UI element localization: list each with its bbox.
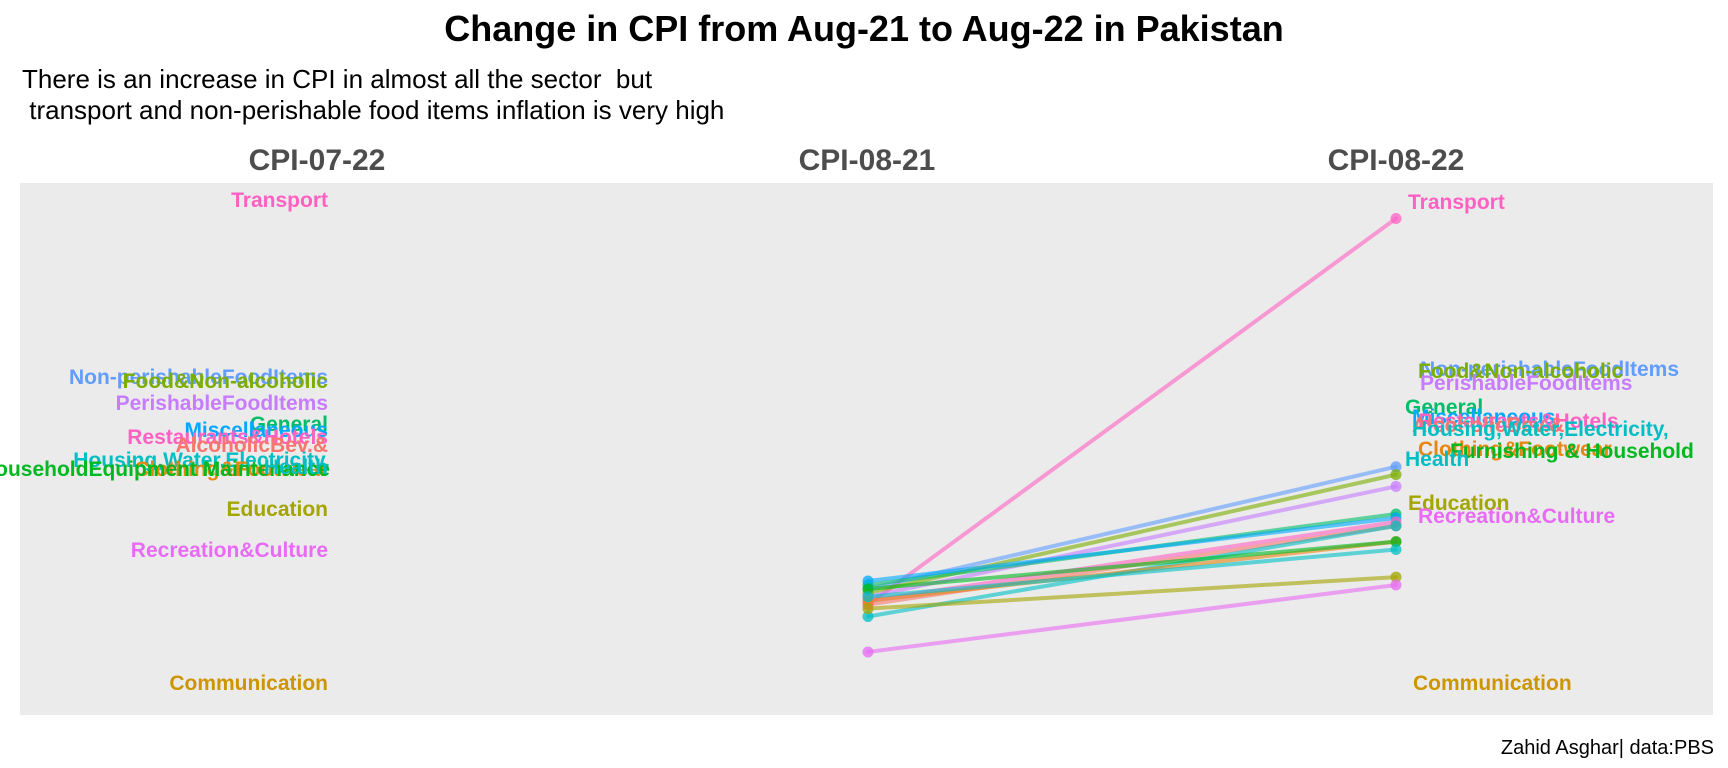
series-line-miscellaneous: [866, 515, 1398, 584]
series-line-education: [866, 575, 1398, 611]
label-left-miscellaneous: Miscellaneous: [184, 419, 328, 442]
point-health-start: [862, 591, 874, 603]
series-line-perishablefooditems: [866, 484, 1398, 599]
label-right-health: Health: [1405, 448, 1469, 471]
point-non-perishablefooditems-end: [1390, 461, 1402, 473]
label-right-furnishing-household: Furnishing & Household: [1450, 440, 1694, 463]
label-right-alcoholicbev: AlcoholicBev.&: [1412, 414, 1564, 437]
label-right-housing-water-electricity: Housing,Water,Electricity,: [1412, 418, 1669, 441]
label-left-transport: Transport: [231, 189, 328, 212]
point-health-end: [1390, 543, 1402, 555]
point-furnishing-household-end: [1390, 536, 1402, 548]
label-right-food-non-alcoholic: Food&Non-alcoholic: [1418, 360, 1624, 383]
chart-caption: Zahid Asghar| data:PBS: [1500, 737, 1714, 759]
label-right-restaurants-hotels: Restaurants&Hotels: [1418, 410, 1619, 433]
label-right-general: General: [1405, 396, 1483, 419]
point-transport-end: [1390, 212, 1402, 224]
label-left-general: General: [250, 413, 328, 436]
label-left-clothing-footwear: Clothing&Footwear: [134, 458, 328, 481]
column-header-cpi-08-22: CPI-08-22: [1327, 144, 1465, 177]
series-line-transport: [866, 216, 1398, 607]
point-education-start: [862, 603, 874, 615]
chart-subtitle-line-2: transport and non-perishable food items …: [22, 95, 725, 125]
label-left-housing-water-electricity: Housing,Water,Electricity,: [73, 449, 330, 472]
label-right-recreation-culture: Recreation&Culture: [1418, 505, 1615, 528]
label-left-food-non-alcoholic: Food&Non-alcoholic: [123, 370, 329, 393]
series-line-health: [866, 547, 1398, 599]
chart-subtitle-line-1: There is an increase in CPI in almost al…: [22, 64, 653, 94]
label-right-communication: Communication: [1413, 672, 1572, 695]
point-housing-water-electricity-start: [862, 610, 874, 622]
label-right-clothing-footwear: Clothing&Footwear: [1418, 438, 1612, 461]
column-header-cpi-08-21: CPI-08-21: [798, 144, 936, 177]
label-right-transport: Transport: [1408, 191, 1505, 214]
series-line-recreation-culture: [866, 582, 1398, 654]
label-left-alcoholicbev: AlcoholicBev.&: [176, 434, 328, 457]
point-recreation-culture-end: [1390, 579, 1402, 591]
label-right-miscellaneous: Miscellaneous: [1412, 406, 1556, 429]
label-left-perishablefooditems: PerishableFoodItems: [116, 392, 328, 415]
point-food-non-alcoholic-end: [1390, 469, 1402, 481]
label-left-non-perishablefooditems: Non-perishableFoodItems: [69, 366, 328, 389]
point-housing-water-electricity-end: [1390, 520, 1402, 532]
plot-panel: [20, 183, 1713, 715]
label-left-furnishing-household: Furnishing & HouseholdEquipment Maintena…: [0, 458, 330, 481]
column-header-cpi-07-22: CPI-07-22: [248, 144, 386, 177]
point-education-end: [1390, 571, 1402, 583]
series-line-furnishing-household: [866, 539, 1398, 591]
point-perishablefooditems-end: [1390, 480, 1402, 492]
point-miscellaneous-start: [862, 575, 874, 587]
label-left-restaurants-hotels: Restaurants&Hotels: [127, 426, 328, 449]
label-right-perishablefooditems: PerishableFoodItems: [1420, 372, 1632, 395]
chart-title: Change in CPI from Aug-21 to Aug-22 in P…: [444, 8, 1284, 49]
label-right-education: Education: [1408, 492, 1510, 515]
point-furnishing-household-start: [862, 583, 874, 595]
label-left-health: Health: [264, 456, 328, 479]
label-left-communication: Communication: [169, 672, 328, 695]
point-recreation-culture-start: [862, 646, 874, 658]
label-left-education: Education: [226, 498, 328, 521]
label-left-recreation-culture: Recreation&Culture: [131, 539, 328, 562]
label-right-non-perishablefooditems: Non-perishableFoodItems: [1420, 358, 1679, 381]
